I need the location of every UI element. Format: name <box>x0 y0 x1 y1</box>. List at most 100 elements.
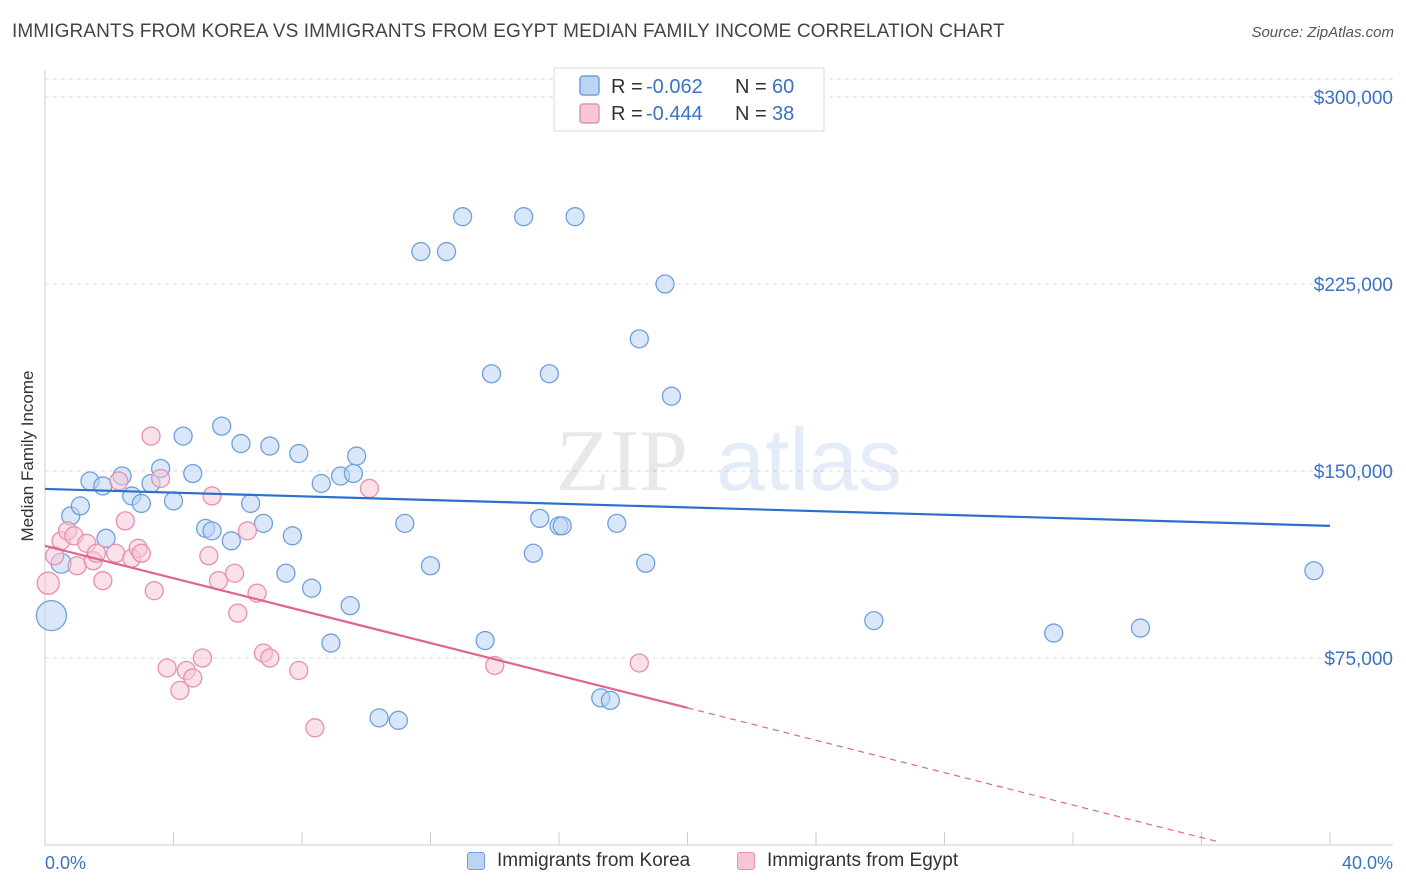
korea-point <box>311 473 331 494</box>
watermark-atlas: atlas <box>716 410 902 509</box>
korea-point <box>475 630 495 651</box>
egypt-point <box>93 571 113 591</box>
korea-point <box>655 274 675 294</box>
series-legend: Immigrants from Korea Immigrants from Eg… <box>0 850 1406 880</box>
egypt-point <box>109 471 129 491</box>
legend-egypt-n-label: N = <box>735 103 767 125</box>
y-tick-label: $225,000 <box>1314 275 1393 296</box>
korea-point <box>411 241 431 262</box>
egypt-point <box>106 543 126 563</box>
egypt-point <box>115 511 135 531</box>
egypt-point <box>629 653 649 673</box>
korea-point <box>96 528 116 548</box>
korea-point <box>1044 623 1064 643</box>
egypt-point <box>199 546 219 566</box>
korea-point <box>452 207 473 227</box>
egypt-point <box>228 603 248 623</box>
korea-point <box>163 491 184 511</box>
legend-korea-swatch <box>579 75 600 96</box>
legend-korea-n-label: N = <box>735 76 767 98</box>
y-tick-labels: $75,000 $150,000 $225,000 $300,000 <box>1314 88 1393 670</box>
egypt-point <box>144 581 164 601</box>
series-legend-korea-label: Immigrants from Korea <box>497 850 691 871</box>
egypt-point <box>36 571 60 595</box>
korea-point <box>253 513 274 534</box>
series-legend-egypt: Immigrants from Egypt <box>737 850 958 872</box>
legend-korea-r-label: R = <box>611 76 643 98</box>
egypt-point <box>224 563 245 583</box>
korea-point <box>636 553 656 573</box>
zipatlas-watermark: ZIP atlas <box>556 410 902 510</box>
korea-point <box>514 207 534 227</box>
egypt-point <box>67 556 87 576</box>
korea-point <box>131 493 152 514</box>
egypt-point <box>170 680 190 701</box>
x-tick-label-min: 0.0% <box>45 853 86 873</box>
korea-point <box>183 463 203 484</box>
korea-point <box>282 526 303 546</box>
legend-egypt-n-value: 38 <box>772 103 794 125</box>
gridlines <box>45 78 1393 659</box>
correlation-legend: R = -0.062 N = 60 R = -0.444 N = 38 <box>553 67 825 132</box>
series-legend-egypt-label: Immigrants from Egypt <box>767 850 959 871</box>
korea-point <box>343 463 364 484</box>
korea-point <box>539 364 560 384</box>
axes <box>44 70 1393 846</box>
egypt-point <box>157 658 177 678</box>
korea-point <box>607 513 627 534</box>
korea-point <box>231 433 251 454</box>
x-tick-label-max: 40.0% <box>1342 853 1393 873</box>
egypt-point <box>289 660 309 681</box>
korea-point <box>661 386 682 406</box>
y-tick-label: $300,000 <box>1314 88 1393 109</box>
trend-lines <box>44 487 1331 843</box>
korea-point <box>530 508 550 529</box>
legend-korea-n-value: 60 <box>772 76 794 98</box>
korea-point <box>481 364 502 384</box>
korea-point <box>35 599 68 632</box>
korea-point <box>552 516 572 536</box>
korea-point <box>420 556 441 576</box>
korea-point <box>629 329 649 349</box>
egypt-point <box>192 648 213 668</box>
series-legend-korea: Immigrants from Korea <box>467 850 690 872</box>
korea-point <box>369 708 389 728</box>
korea-point <box>600 690 621 711</box>
korea-points <box>35 207 1324 730</box>
korea-point <box>436 241 457 262</box>
korea-point <box>173 426 193 446</box>
y-tick-label: $150,000 <box>1314 462 1393 483</box>
korea-point <box>340 595 360 616</box>
korea-point <box>301 578 322 598</box>
korea-point <box>1130 618 1151 638</box>
y-tick-label: $75,000 <box>1324 649 1393 670</box>
korea-point <box>346 446 367 466</box>
egypt-trend-extension <box>687 707 1218 843</box>
korea-point <box>565 207 585 227</box>
legend-egypt-swatch <box>579 103 600 124</box>
egypt-point <box>237 521 258 541</box>
egypt-point <box>131 543 152 563</box>
korea-point <box>388 710 409 730</box>
series-legend-korea-swatch <box>467 852 485 870</box>
egypt-point <box>141 426 161 446</box>
korea-point <box>212 416 232 436</box>
egypt-point <box>305 718 325 738</box>
legend-egypt-r-value: -0.444 <box>646 103 703 125</box>
korea-point <box>93 476 113 496</box>
x-tick-labels: 0.0% 40.0% <box>44 832 1393 873</box>
korea-point <box>70 496 90 516</box>
egypt-point <box>202 486 222 506</box>
korea-point <box>289 443 309 464</box>
korea-point <box>221 531 241 551</box>
egypt-point <box>183 668 203 688</box>
egypt-trend-line <box>44 544 688 709</box>
korea-point <box>321 633 341 653</box>
egypt-point <box>359 478 380 499</box>
egypt-points <box>36 426 649 738</box>
korea-point <box>202 521 222 541</box>
egypt-point <box>260 648 280 668</box>
korea-point <box>260 436 280 456</box>
korea-point <box>395 513 415 534</box>
